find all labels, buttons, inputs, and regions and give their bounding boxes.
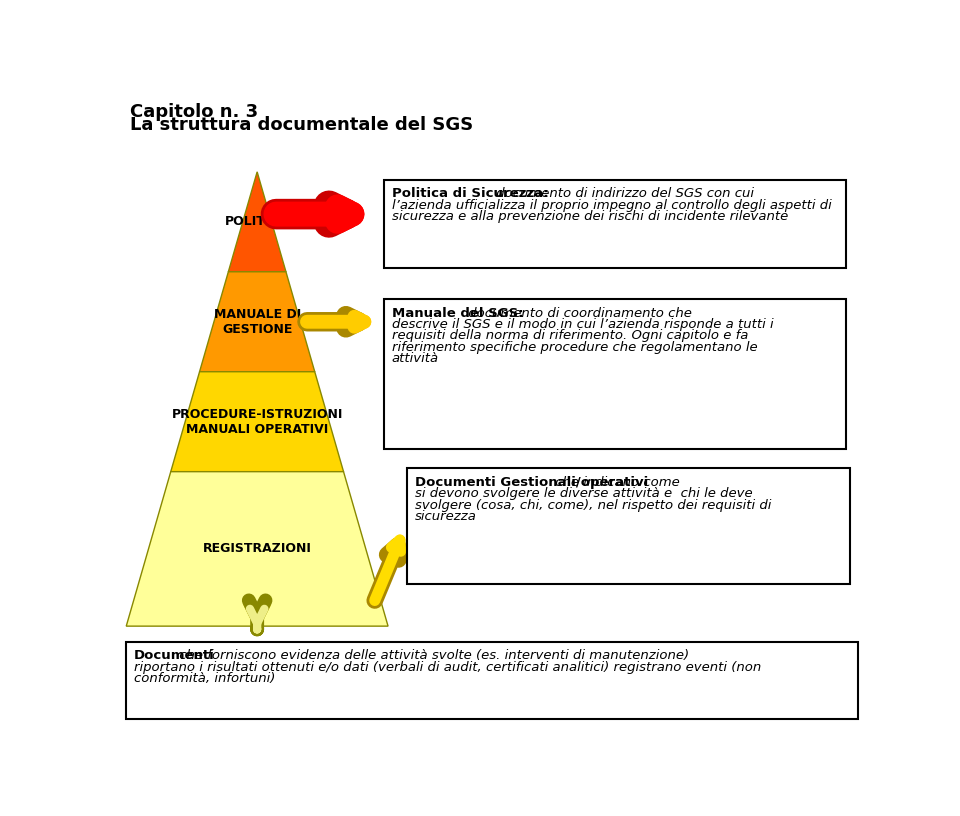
Text: attività: attività — [392, 352, 439, 365]
Text: MANUALE DI
GESTIONE: MANUALE DI GESTIONE — [213, 308, 300, 335]
Polygon shape — [228, 172, 286, 272]
Text: REGISTRAZIONI: REGISTRAZIONI — [203, 543, 312, 556]
Text: riferimento specifiche procedure che regolamentano le: riferimento specifiche procedure che reg… — [392, 340, 757, 353]
Text: Documenti Gestionali/operativi: Documenti Gestionali/operativi — [415, 476, 648, 489]
FancyBboxPatch shape — [407, 468, 850, 583]
Text: PROCEDURE-ISTRUZIONI
MANUALI OPERATIVI: PROCEDURE-ISTRUZIONI MANUALI OPERATIVI — [172, 408, 343, 436]
Text: sicurezza e alla prevenzione dei rischi di incidente rilevante: sicurezza e alla prevenzione dei rischi … — [392, 210, 788, 223]
FancyBboxPatch shape — [384, 299, 846, 449]
Text: Manuale del SGS:: Manuale del SGS: — [392, 307, 523, 320]
Text: POLITICA: POLITICA — [225, 215, 289, 228]
FancyBboxPatch shape — [127, 641, 857, 719]
Text: conformità, infortuni): conformità, infortuni) — [134, 672, 276, 685]
Text: l’azienda ufficializza il proprio impegno al controllo degli aspetti di: l’azienda ufficializza il proprio impegn… — [392, 198, 831, 211]
Text: descrive il SGS e il modo in cui l’azienda risponde a tutti i: descrive il SGS e il modo in cui l’azien… — [392, 318, 774, 331]
Text: requisiti della norma di riferimento. Ogni capitolo e fa: requisiti della norma di riferimento. Og… — [392, 330, 748, 342]
Text: riportano i risultati ottenuti e/o dati (verbali di audit, certificati analitici: riportano i risultati ottenuti e/o dati … — [134, 661, 761, 673]
Text: svolgere (cosa, chi, come), nel rispetto dei requisiti di: svolgere (cosa, chi, come), nel rispetto… — [415, 499, 772, 512]
Text: Documenti: Documenti — [134, 650, 215, 663]
Text: documento di indirizzo del SGS con cui: documento di indirizzo del SGS con cui — [492, 187, 754, 200]
Polygon shape — [171, 372, 344, 472]
Text: sicurezza: sicurezza — [415, 510, 477, 523]
Polygon shape — [127, 472, 388, 626]
Polygon shape — [200, 272, 315, 372]
Text: Capitolo n. 3: Capitolo n. 3 — [131, 103, 258, 121]
Text: La struttura documentale del SGS: La struttura documentale del SGS — [131, 116, 473, 134]
Text: che indicano come: che indicano come — [551, 476, 680, 489]
Text: si devono svolgere le diverse attività e  chi le deve: si devono svolgere le diverse attività e… — [415, 487, 753, 500]
FancyBboxPatch shape — [384, 180, 846, 268]
Text: Politica di Sicurezza:: Politica di Sicurezza: — [392, 187, 548, 200]
Text: documento di coordinamento che: documento di coordinamento che — [465, 307, 692, 320]
Text: che forniscono evidenza delle attività svolte (es. interventi di manutenzione): che forniscono evidenza delle attività s… — [175, 650, 689, 663]
